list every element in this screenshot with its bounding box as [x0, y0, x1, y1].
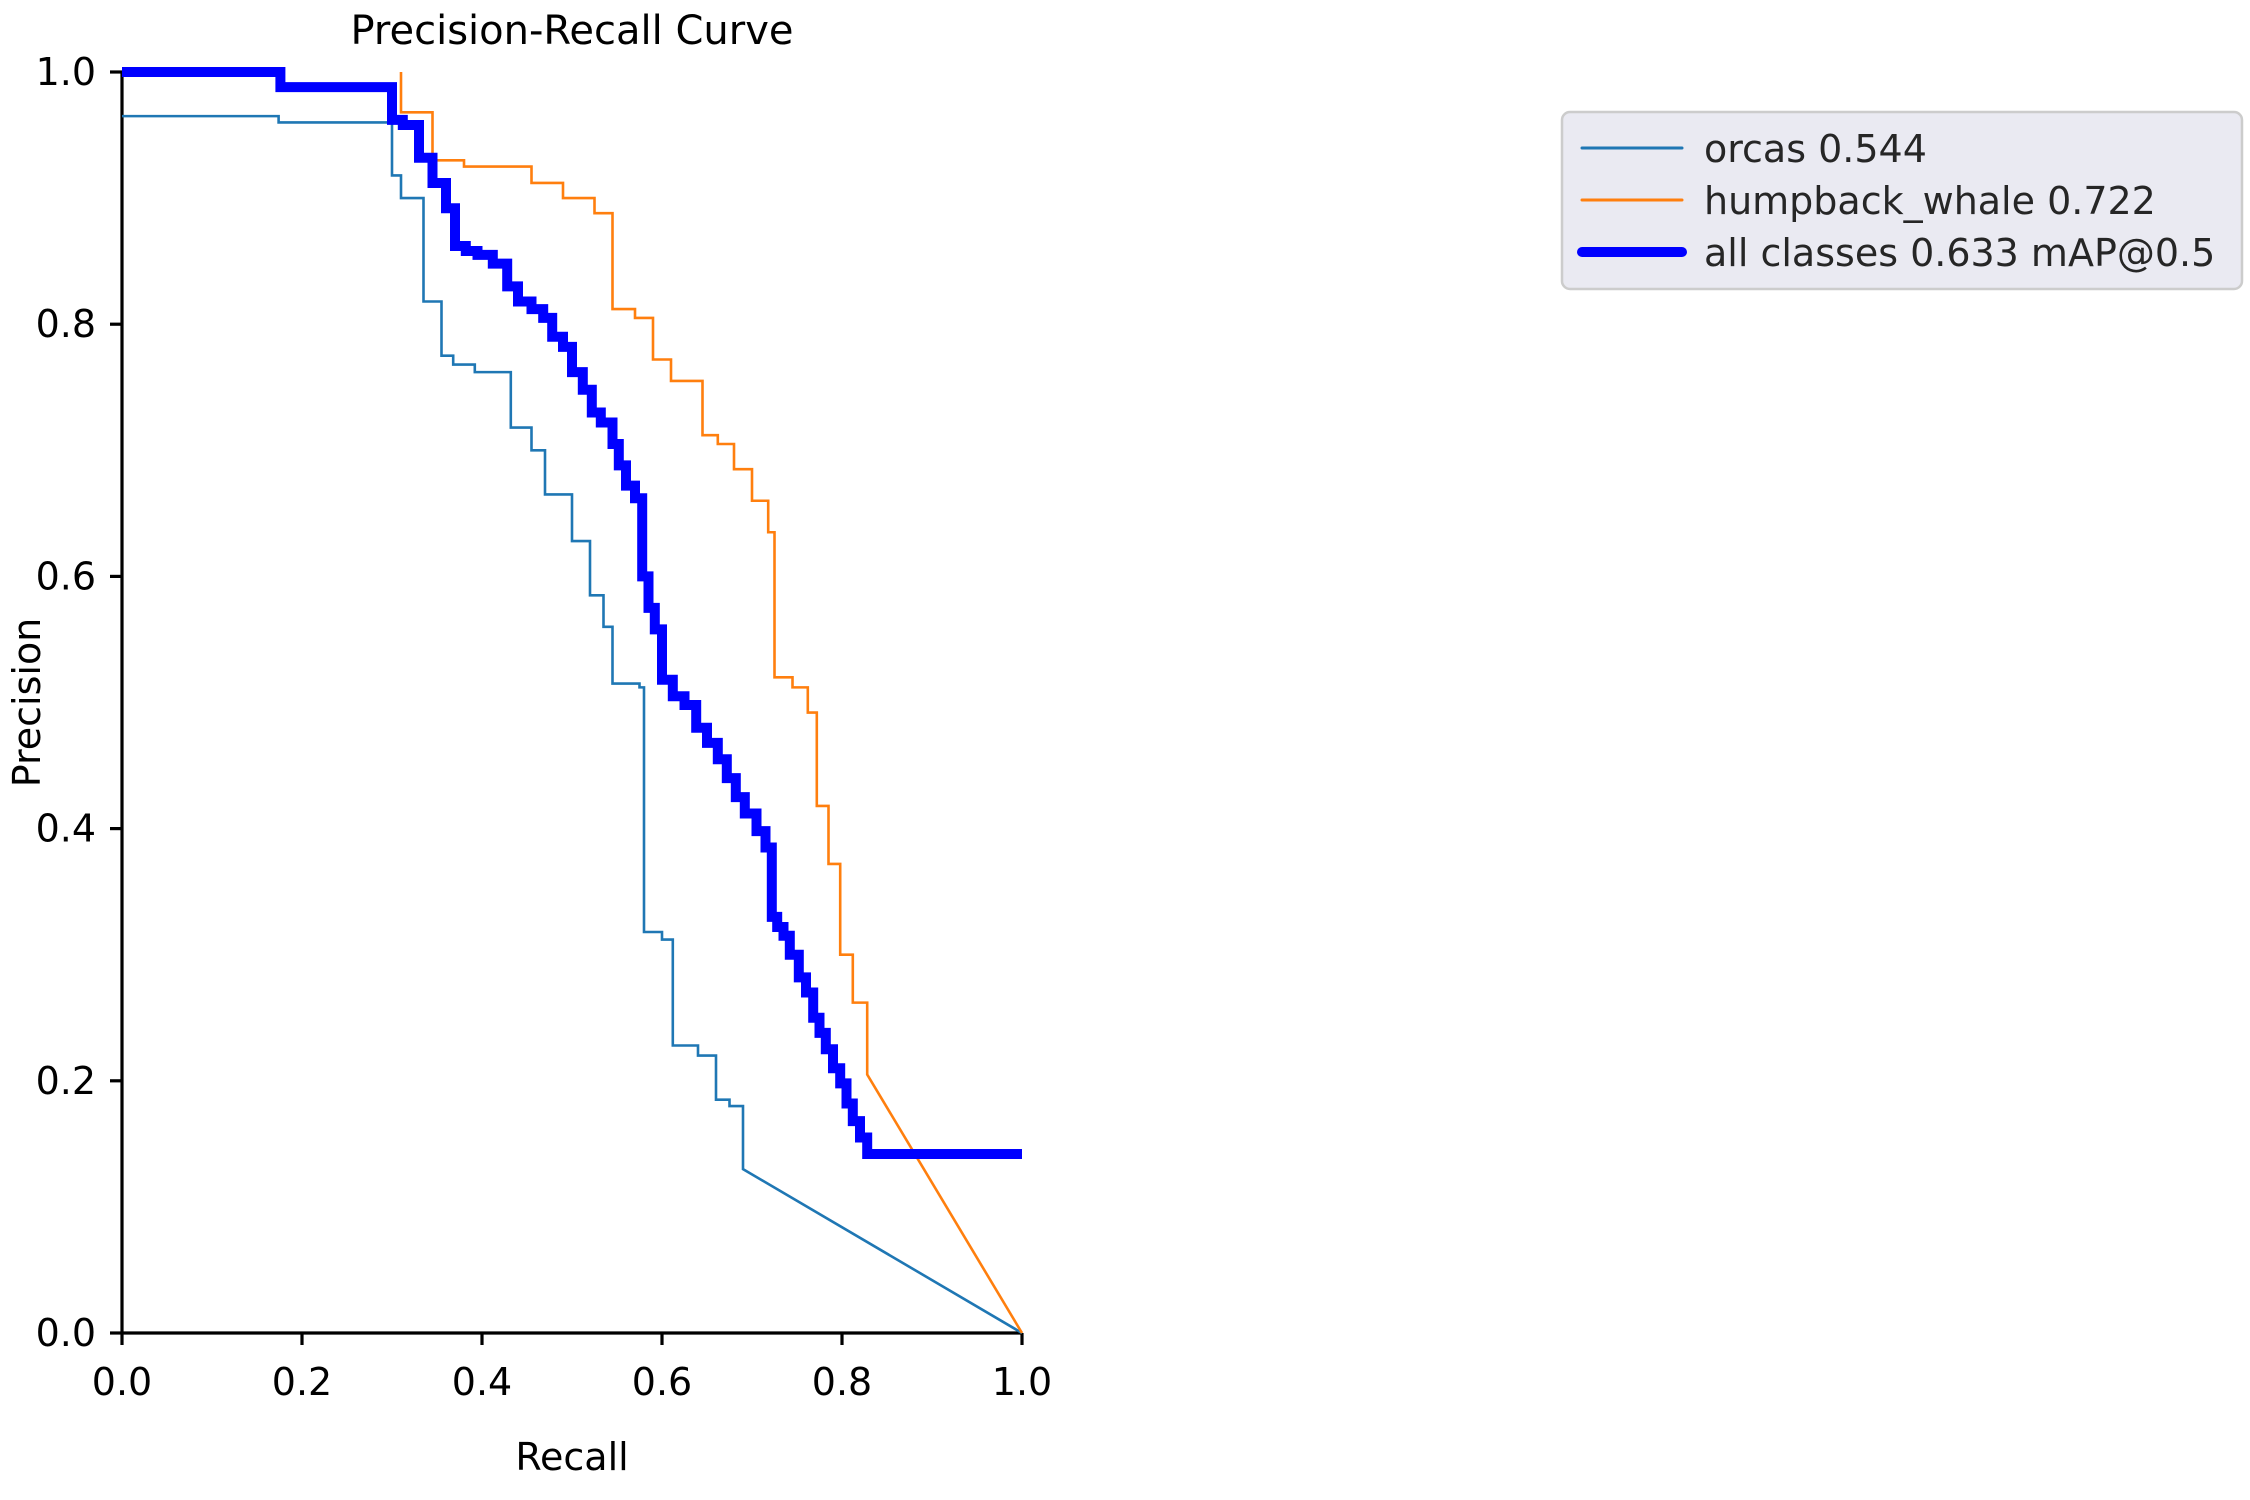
legend-label-2: all classes 0.633 mAP@0.5: [1704, 231, 2215, 275]
legend-label-0: orcas 0.544: [1704, 127, 1927, 171]
y-tick-label: 1.0: [36, 50, 96, 94]
series-line-all-classes: [122, 67, 1022, 1159]
legend: orcas 0.544 humpback_whale 0.722 all class…: [1560, 110, 2244, 291]
y-axis-title: Precision: [5, 618, 49, 788]
y-tick-label: 0.8: [36, 302, 96, 346]
legend-background: [1560, 110, 2244, 291]
y-tick-label: 0.0: [36, 1311, 96, 1355]
series-line-orcas: [122, 114, 1023, 1335]
y-tick-label: 0.2: [36, 1059, 96, 1103]
series-line-humpback-whale: [399, 72, 1024, 1334]
x-tick-label: 0.2: [272, 1360, 332, 1404]
x-tick-label: 0.4: [452, 1360, 512, 1404]
x-tick-label: 0.6: [632, 1360, 692, 1404]
y-tick-label: 0.6: [36, 554, 96, 598]
x-tick-label: 1.0: [992, 1360, 1052, 1404]
legend-label-1: humpback_whale 0.722: [1704, 179, 2156, 223]
x-axis-title: Recall: [515, 1435, 628, 1479]
chart-title: Precision-Recall Curve: [351, 8, 794, 54]
x-tick-label: 0.8: [812, 1360, 872, 1404]
y-tick-label: 0.4: [36, 807, 96, 851]
x-tick-label: 0.0: [92, 1360, 152, 1404]
